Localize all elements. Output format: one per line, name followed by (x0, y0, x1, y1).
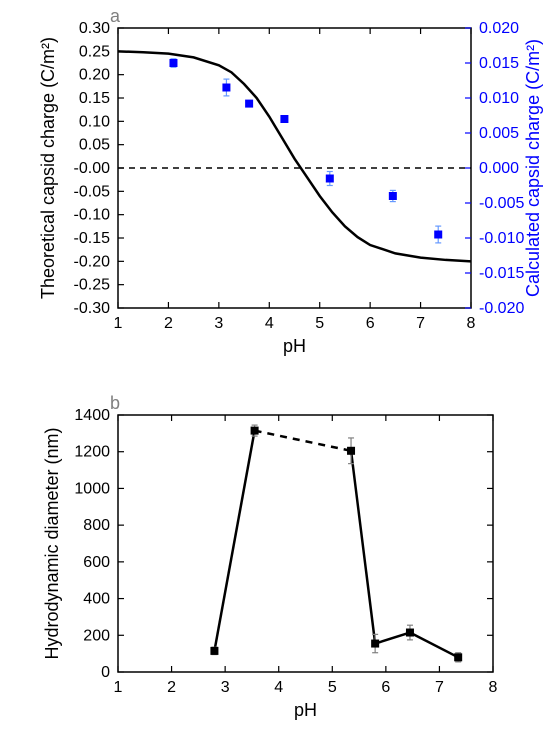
svg-text:-0.00: -0.00 (74, 160, 111, 177)
svg-text:0.020: 0.020 (479, 20, 519, 37)
svg-text:-0.25: -0.25 (74, 277, 111, 294)
svg-text:1400: 1400 (74, 407, 110, 424)
svg-text:6: 6 (381, 679, 390, 696)
svg-text:0: 0 (101, 664, 110, 681)
svg-text:800: 800 (83, 517, 110, 534)
svg-text:b: b (110, 393, 120, 413)
svg-text:0.10: 0.10 (79, 113, 110, 130)
svg-text:1000: 1000 (74, 480, 110, 497)
svg-text:-0.15: -0.15 (74, 230, 111, 247)
svg-text:0.15: 0.15 (79, 90, 110, 107)
svg-text:Theoretical capsid charge (C/m: Theoretical capsid charge (C/m²) (38, 37, 58, 299)
svg-text:400: 400 (83, 591, 110, 608)
svg-text:-0.30: -0.30 (74, 300, 111, 317)
svg-text:0.25: 0.25 (79, 43, 110, 60)
svg-text:5: 5 (315, 315, 324, 332)
svg-text:1200: 1200 (74, 444, 110, 461)
svg-text:8: 8 (467, 315, 476, 332)
svg-text:4: 4 (274, 679, 283, 696)
svg-text:Calculated capsid charge (C/m²: Calculated capsid charge (C/m²) (523, 39, 543, 297)
svg-text:200: 200 (83, 627, 110, 644)
svg-text:0.000: 0.000 (479, 160, 519, 177)
svg-text:Hydrodynamic diameter (nm): Hydrodynamic diameter (nm) (42, 427, 62, 659)
svg-text:-0.010: -0.010 (479, 230, 524, 247)
figure: a 1 2 3 4 5 6 7 8 pH -0.30 -0.25 -0.20 -0.15 -0.10 -0.0… (0, 0, 549, 733)
svg-text:-0.20: -0.20 (74, 253, 111, 270)
svg-text:-0.015: -0.015 (479, 265, 524, 282)
svg-text:7: 7 (416, 315, 425, 332)
svg-text:7: 7 (435, 679, 444, 696)
svg-text:4: 4 (265, 315, 274, 332)
svg-text:pH: pH (283, 336, 306, 356)
figure-svg: a 1 2 3 4 5 6 7 8 pH -0.30 -0.25 -0.20 -0.15 -0.10 -0.0… (0, 0, 549, 733)
svg-text:-0.020: -0.020 (479, 300, 524, 317)
svg-text:5: 5 (328, 679, 337, 696)
svg-text:8: 8 (489, 679, 498, 696)
svg-text:0.005: 0.005 (479, 125, 519, 142)
svg-text:a: a (110, 6, 121, 26)
svg-text:pH: pH (294, 700, 317, 720)
svg-text:0.20: 0.20 (79, 67, 110, 84)
svg-text:600: 600 (83, 554, 110, 571)
svg-text:0.010: 0.010 (479, 90, 519, 107)
svg-text:0.30: 0.30 (79, 20, 110, 37)
svg-text:6: 6 (366, 315, 375, 332)
svg-text:3: 3 (214, 315, 223, 332)
svg-text:-0.10: -0.10 (74, 207, 111, 224)
svg-text:-0.05: -0.05 (74, 183, 111, 200)
svg-text:2: 2 (164, 315, 173, 332)
svg-text:-0.005: -0.005 (479, 195, 524, 212)
svg-text:1: 1 (114, 679, 123, 696)
svg-text:0.05: 0.05 (79, 137, 110, 154)
svg-text:0.015: 0.015 (479, 55, 519, 72)
svg-text:1: 1 (114, 315, 123, 332)
svg-text:2: 2 (167, 679, 176, 696)
svg-text:3: 3 (221, 679, 230, 696)
